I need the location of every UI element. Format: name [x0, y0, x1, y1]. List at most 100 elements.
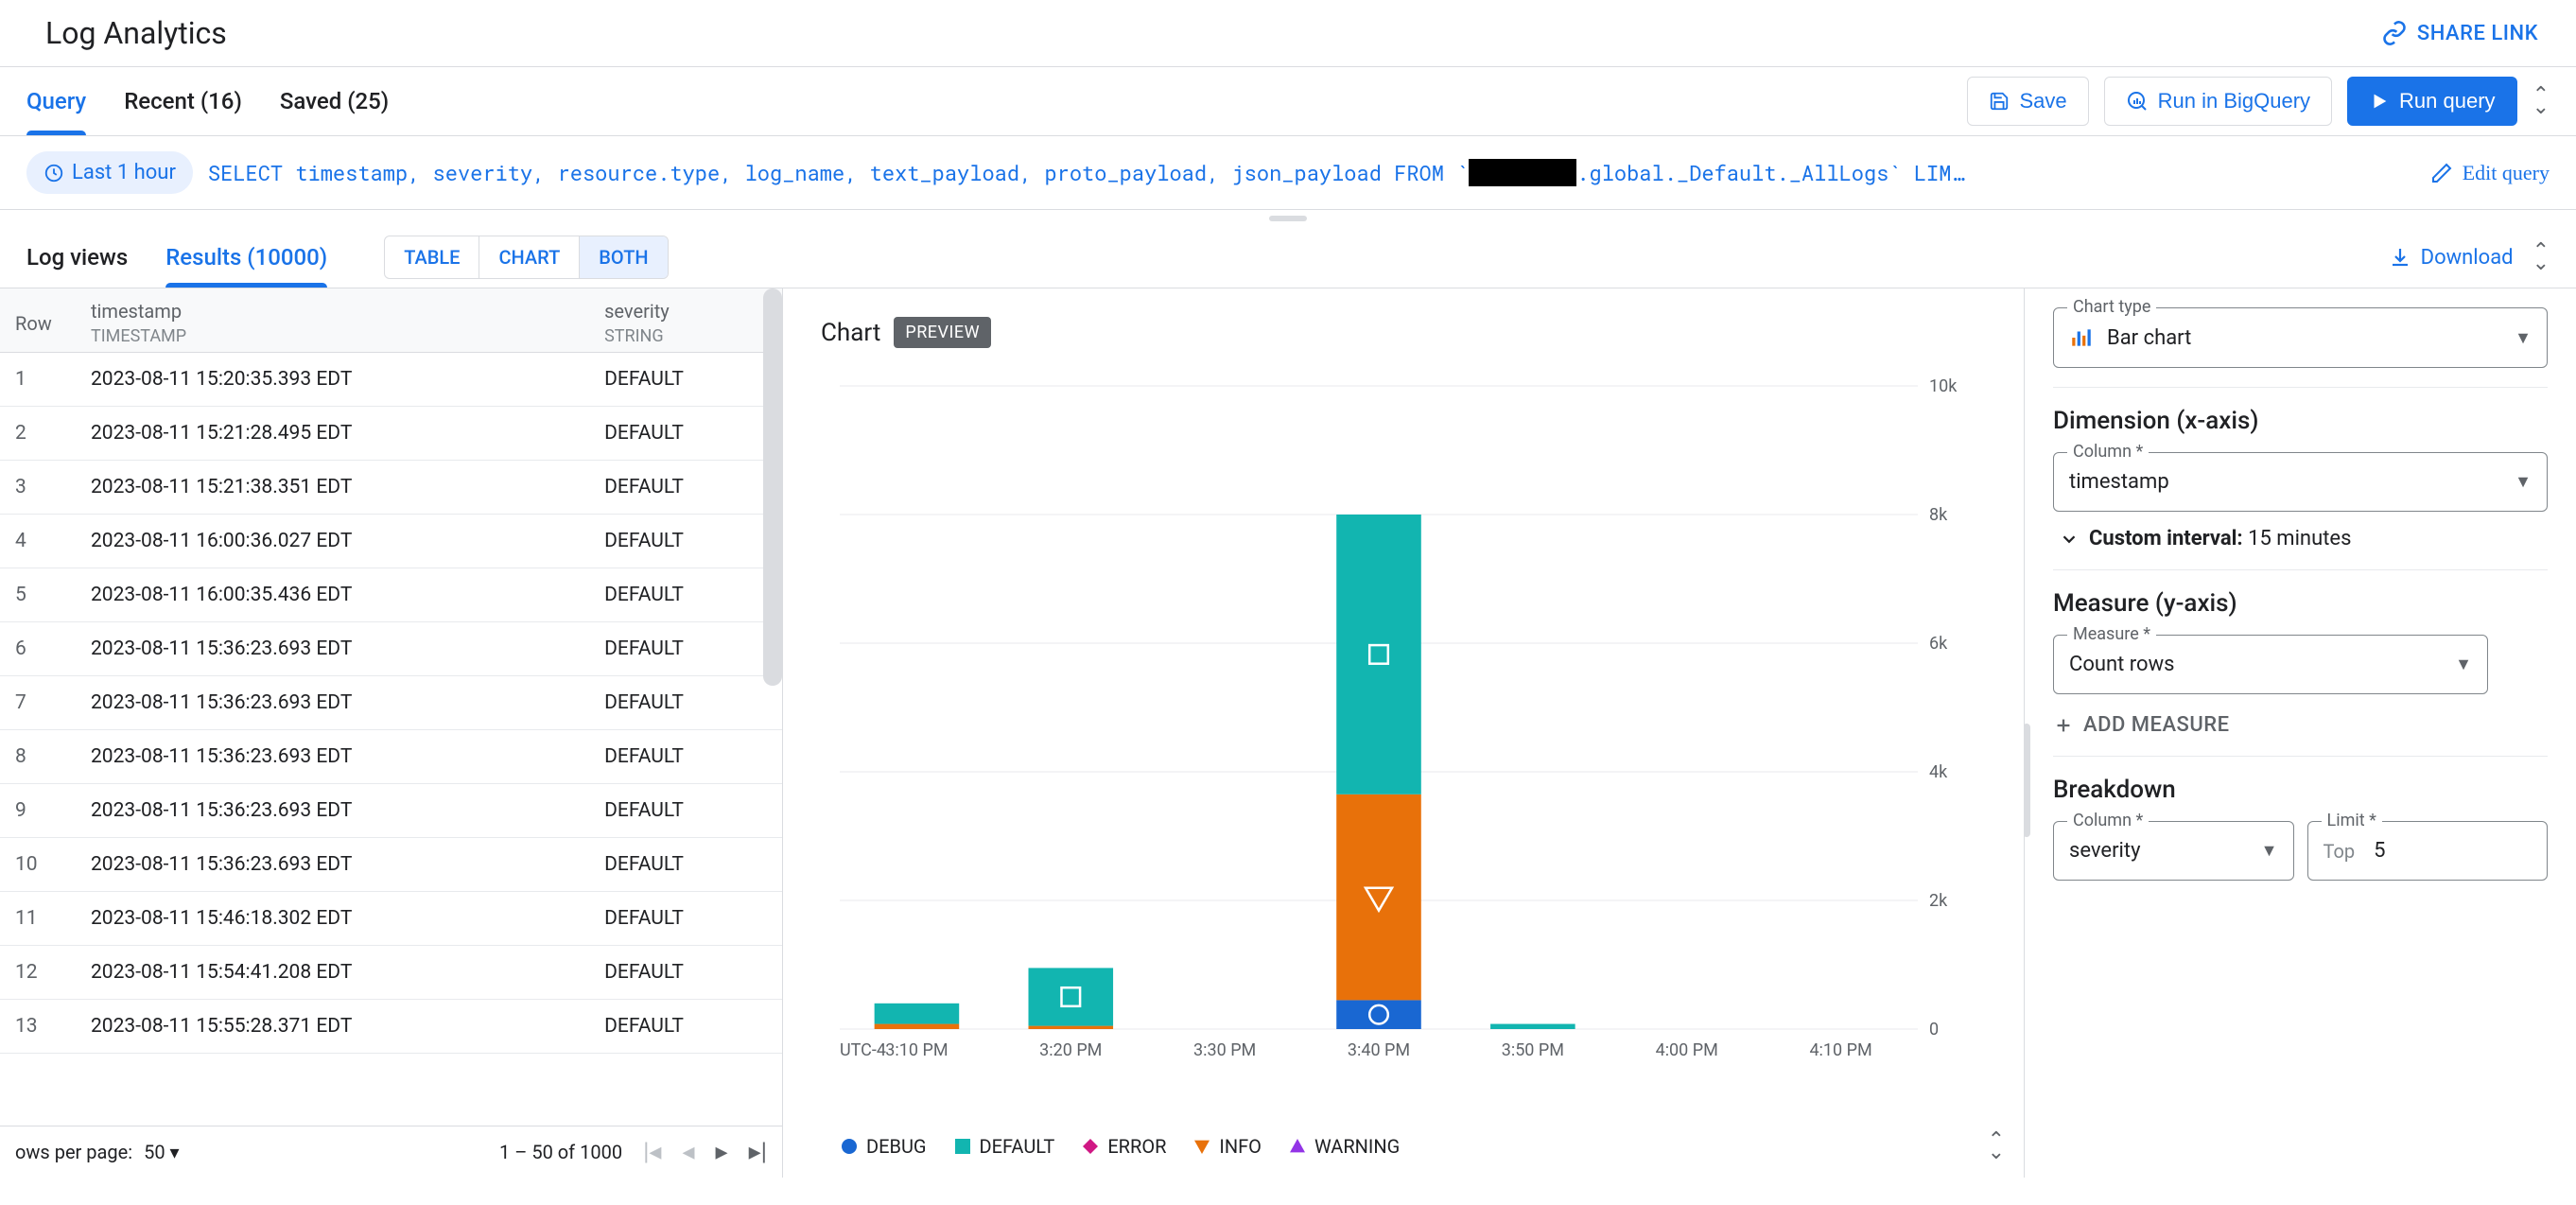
- chart-expand-icon[interactable]: ⌃⌄: [1988, 1134, 2005, 1159]
- table-row[interactable]: 82023-08-11 15:36:23.693 EDTDEFAULT: [0, 730, 782, 784]
- table-pager: ows per page: 50 ▾ 1 – 50 of 1000 |◂ ◂ ▸…: [0, 1126, 782, 1178]
- legend-item-info[interactable]: INFO: [1192, 1135, 1262, 1158]
- pager-first-icon[interactable]: |◂: [643, 1138, 661, 1166]
- bigquery-label: Run in BigQuery: [2158, 89, 2310, 114]
- resize-handle[interactable]: [0, 210, 2576, 227]
- share-link-button[interactable]: SHARE LINK: [2381, 20, 2538, 46]
- time-range-label: Last 1 hour: [72, 161, 176, 184]
- svg-text:3:30 PM: 3:30 PM: [1193, 1040, 1256, 1060]
- pager-next-icon[interactable]: ▸: [716, 1138, 728, 1166]
- table-row[interactable]: 12023-08-11 15:20:35.393 EDTDEFAULT: [0, 353, 782, 407]
- legend-item-error[interactable]: ERROR: [1081, 1135, 1166, 1158]
- table-scrollbar[interactable]: [763, 288, 782, 686]
- chart-type-select[interactable]: Chart type Bar chart ▼: [2053, 307, 2548, 368]
- view-toggle-both[interactable]: BOTH: [580, 236, 667, 278]
- svg-text:3:10 PM: 3:10 PM: [885, 1040, 948, 1060]
- query-sql-text[interactable]: SELECT timestamp, severity, resource.typ…: [208, 159, 2415, 186]
- measure-select[interactable]: Measure * Count rows ▼: [2053, 635, 2488, 694]
- nav-tabs: Query Recent (16) Saved (25): [26, 67, 389, 135]
- run-query-label: Run query: [2399, 89, 2496, 114]
- results-tab-log-views[interactable]: Log views: [26, 227, 128, 288]
- results-expand-icon[interactable]: ⌃⌄: [2532, 245, 2550, 270]
- pager-range-label: 1 – 50 of 1000: [499, 1141, 622, 1163]
- table-row[interactable]: 52023-08-11 16:00:35.436 EDTDEFAULT: [0, 568, 782, 622]
- download-label: Download: [2421, 246, 2514, 270]
- custom-interval-toggle[interactable]: Custom interval: 15 minutes: [2053, 512, 2548, 550]
- svg-text:0: 0: [1929, 1020, 1939, 1039]
- caret-down-icon: ▼: [2455, 655, 2472, 674]
- nav-tab-recent-[interactable]: Recent (16): [124, 67, 242, 135]
- table-header: severitySTRING: [589, 288, 782, 353]
- caret-down-icon: ▼: [2261, 841, 2278, 861]
- breakdown-title: Breakdown: [2053, 776, 2548, 804]
- time-range-chip[interactable]: Last 1 hour: [26, 151, 193, 194]
- breakdown-column-select[interactable]: Column * severity ▼: [2053, 821, 2294, 881]
- edit-query-button[interactable]: Edit query: [2430, 161, 2550, 185]
- expand-collapse-icon[interactable]: ⌃⌄: [2532, 89, 2550, 114]
- view-toggle-chart[interactable]: CHART: [479, 236, 580, 278]
- breakdown-column-value: severity: [2069, 839, 2248, 863]
- legend-item-debug[interactable]: DEBUG: [840, 1135, 927, 1158]
- results-tabs: Log views Results (10000) TABLECHARTBOTH: [26, 227, 669, 288]
- table-row[interactable]: 112023-08-11 15:46:18.302 EDTDEFAULT: [0, 892, 782, 946]
- pager-prev-icon[interactable]: ◂: [682, 1138, 694, 1166]
- config-scrollbar[interactable]: [2024, 724, 2030, 837]
- svg-text:2k: 2k: [1929, 891, 1948, 911]
- results-table: RowtimestampTIMESTAMPseveritySTRING 1202…: [0, 288, 782, 1054]
- view-toggle-table[interactable]: TABLE: [385, 236, 479, 278]
- results-tab-results-[interactable]: Results (10000): [165, 227, 327, 288]
- bar-chart: 02k4k6k8k10kUTC-43:10 PM3:20 PM3:30 PM3:…: [821, 367, 1993, 1086]
- chart-title: Chart: [821, 319, 880, 347]
- legend-item-default[interactable]: DEFAULT: [953, 1135, 1055, 1158]
- table-row[interactable]: 72023-08-11 15:36:23.693 EDTDEFAULT: [0, 676, 782, 730]
- table-row[interactable]: 102023-08-11 15:36:23.693 EDTDEFAULT: [0, 838, 782, 892]
- bigquery-icon: [2126, 90, 2149, 113]
- svg-text:8k: 8k: [1929, 505, 1948, 525]
- measure-value: Count rows: [2069, 653, 2442, 676]
- run-query-button[interactable]: Run query: [2347, 77, 2517, 126]
- breakdown-limit-prefix: Top: [2324, 840, 2356, 863]
- save-label: Save: [2019, 89, 2066, 114]
- save-button[interactable]: Save: [1967, 77, 2088, 126]
- preview-badge: PREVIEW: [894, 317, 991, 348]
- table-row[interactable]: 132023-08-11 15:55:28.371 EDTDEFAULT: [0, 1000, 782, 1054]
- nav-tab-query[interactable]: Query: [26, 67, 86, 135]
- caret-down-icon: ▼: [2515, 472, 2532, 492]
- table-row[interactable]: 92023-08-11 15:36:23.693 EDTDEFAULT: [0, 784, 782, 838]
- breakdown-column-label: Column *: [2067, 811, 2149, 830]
- rows-per-page-label: ows per page:: [15, 1141, 132, 1163]
- measure-title: Measure (y-axis): [2053, 589, 2548, 618]
- pencil-icon: [2430, 162, 2453, 184]
- svg-text:UTC-4: UTC-4: [840, 1040, 886, 1060]
- pager-last-icon[interactable]: ▸|: [749, 1138, 767, 1166]
- clock-icon: [44, 163, 64, 183]
- legend-item-warning[interactable]: WARNING: [1288, 1135, 1400, 1158]
- dimension-column-label: Column *: [2067, 442, 2149, 462]
- chart-pane: Chart PREVIEW 02k4k6k8k10kUTC-43:10 PM3:…: [783, 288, 2024, 1178]
- download-button[interactable]: Download: [2389, 246, 2514, 270]
- bar-chart-icon: [2069, 325, 2094, 350]
- chart-type-value: Bar chart: [2107, 326, 2501, 350]
- table-row[interactable]: 22023-08-11 15:21:28.495 EDTDEFAULT: [0, 407, 782, 461]
- share-link-label: SHARE LINK: [2417, 22, 2538, 45]
- svg-text:10k: 10k: [1929, 376, 1958, 396]
- dimension-column-value: timestamp: [2069, 470, 2501, 494]
- table-row[interactable]: 62023-08-11 15:36:23.693 EDTDEFAULT: [0, 622, 782, 676]
- chart-config-pane: Chart type Bar chart ▼ Dimension (x-axis…: [2024, 288, 2576, 1178]
- add-measure-button[interactable]: ADD MEASURE: [2053, 694, 2548, 737]
- chart-type-label: Chart type: [2067, 297, 2156, 317]
- play-icon: [2369, 91, 2390, 112]
- breakdown-limit-input[interactable]: Limit * Top 5: [2307, 821, 2549, 881]
- table-row[interactable]: 32023-08-11 15:21:38.351 EDTDEFAULT: [0, 461, 782, 515]
- link-icon: [2381, 20, 2408, 46]
- nav-tab-saved-[interactable]: Saved (25): [280, 67, 389, 135]
- results-table-pane: RowtimestampTIMESTAMPseveritySTRING 1202…: [0, 288, 783, 1178]
- run-bigquery-button[interactable]: Run in BigQuery: [2104, 77, 2332, 126]
- chart-legend: DEBUG DEFAULT ERROR INFO WARNING: [821, 1135, 1400, 1158]
- rows-per-page-select[interactable]: 50 ▾: [144, 1141, 179, 1163]
- table-row[interactable]: 42023-08-11 16:00:36.027 EDTDEFAULT: [0, 515, 782, 568]
- table-row[interactable]: 122023-08-11 15:54:41.208 EDTDEFAULT: [0, 946, 782, 1000]
- caret-down-icon: ▼: [2515, 328, 2532, 348]
- svg-text:3:20 PM: 3:20 PM: [1039, 1040, 1102, 1060]
- dimension-column-select[interactable]: Column * timestamp ▼: [2053, 452, 2548, 512]
